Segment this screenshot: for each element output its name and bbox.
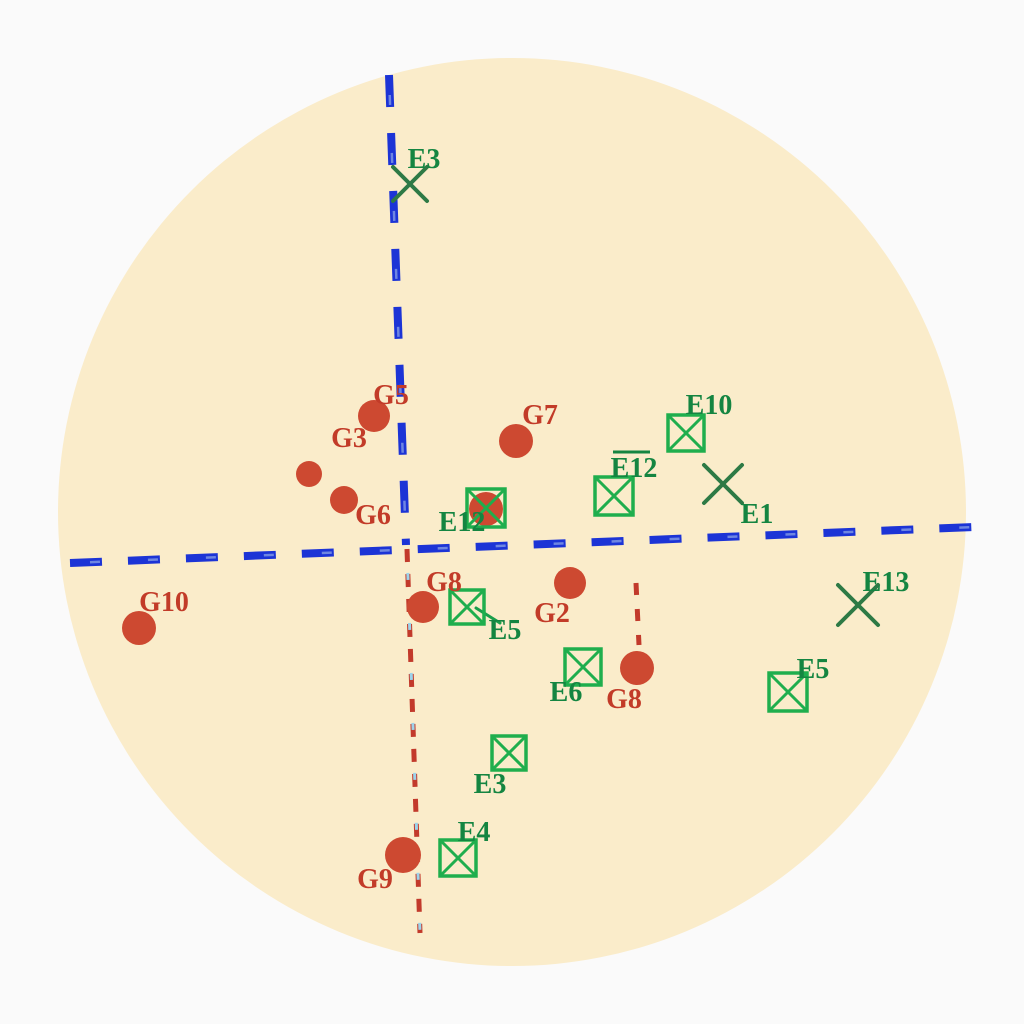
- point-box-diag2-E5-788-692: [767, 671, 809, 713]
- label-E3-509-753: E3: [474, 769, 507, 800]
- point-G8-423-607: [407, 591, 439, 623]
- point-box-E5-467-607: [448, 588, 486, 626]
- point-G6-344-500: [330, 486, 358, 514]
- label-G8-423-607: G8: [426, 567, 462, 598]
- point-G9-403-855: [385, 837, 421, 873]
- label-E13-858-605: E13: [863, 567, 910, 598]
- point-G10-139-628: [122, 611, 156, 645]
- label-E10-686-433: E10: [686, 390, 733, 421]
- point-G7-516-441: [499, 424, 533, 458]
- point-box-diag2-E3-509-753: [490, 734, 528, 772]
- label-G8-637-668: G8: [606, 684, 642, 715]
- label-E6-583-667: E6: [550, 677, 583, 708]
- point-G3-309-474: [296, 461, 322, 487]
- red-segment-right: [633, 582, 642, 646]
- point-x2-E13-858-605: [836, 583, 880, 627]
- label-E1-723-484: E1: [741, 499, 774, 530]
- point-x2-E1-723-484: [702, 463, 744, 505]
- label-G3-309-474: G3: [331, 423, 367, 454]
- point-box-diag2-E5-467-607: [448, 588, 486, 626]
- label-G2-570-583: G2: [534, 598, 570, 629]
- point-box-E4-458-858: [438, 838, 478, 878]
- point-box-E12-614-496: [593, 475, 635, 517]
- label-E4-458-858: E4: [458, 817, 491, 848]
- point-box-E6-583-667: [563, 647, 603, 687]
- label-G10-139-628: G10: [139, 587, 189, 618]
- point-x2-E3-410-184: [391, 165, 429, 203]
- point-box-E12-486-508: [465, 487, 507, 529]
- point-G8-637-668: [620, 651, 654, 685]
- cream-disk: [58, 58, 966, 966]
- point-G5-374-416: [358, 400, 390, 432]
- label-E5-788-692: E5: [797, 654, 830, 685]
- label-G5-374-416: G5: [373, 380, 409, 411]
- point-box-diag2-E10-686-433: [666, 413, 706, 453]
- label-E5-467-607: E5: [489, 615, 522, 646]
- axis-horizontal-blue: [69, 523, 976, 567]
- point-box-E3-509-753: [490, 734, 528, 772]
- point-box-diag2-E6-583-667: [563, 647, 603, 687]
- label-G7-516-441: G7: [522, 400, 558, 431]
- label-G6-344-500: G6: [355, 500, 391, 531]
- point-box-diag2-E12-614-496: [593, 475, 635, 517]
- label-E12-486-508: E12: [439, 507, 486, 538]
- e5-left-pointer: [474, 606, 502, 625]
- point-box-E5-788-692: [767, 671, 809, 713]
- label-E3-410-184: E3: [408, 144, 441, 175]
- point-G2-570-583: [554, 567, 586, 599]
- point-box-diag2-E4-458-858: [438, 838, 478, 878]
- axis-vertical-upper-thin: [387, 74, 408, 546]
- label-G9-403-855: G9: [357, 864, 393, 895]
- point-box-diag2-E12-486-508: [465, 487, 507, 529]
- point-box-E10-686-433: [666, 413, 706, 453]
- label-E12-614-496: E12: [611, 453, 658, 484]
